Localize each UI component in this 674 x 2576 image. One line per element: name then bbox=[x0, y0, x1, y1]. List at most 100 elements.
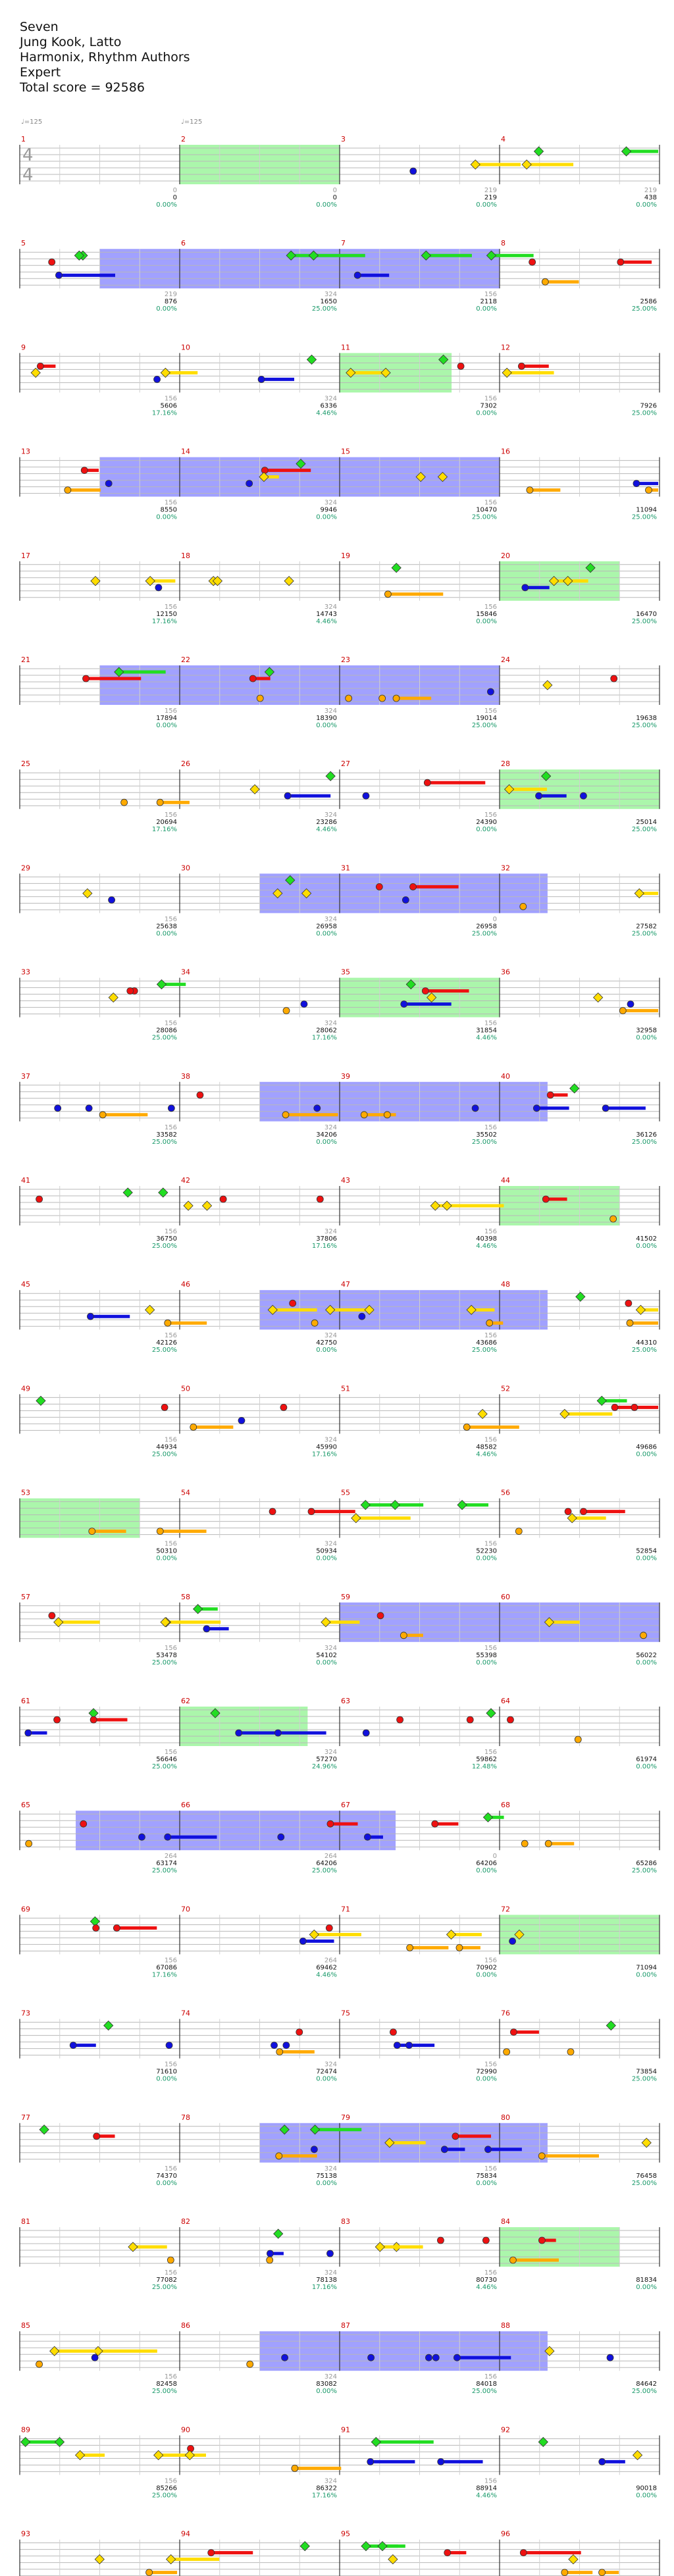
measure-subscore: 324 bbox=[324, 811, 337, 819]
measure-subscore: 156 bbox=[165, 2477, 177, 2485]
measure-number: 59 bbox=[341, 1593, 350, 1601]
note-head bbox=[325, 1924, 333, 1932]
measure-subscore: 156 bbox=[484, 1332, 497, 1339]
note-head bbox=[183, 1200, 194, 1211]
note-head bbox=[156, 979, 167, 990]
percentage-label: 17.16% bbox=[312, 2284, 337, 2291]
percentage-label: 4.46% bbox=[316, 409, 337, 417]
measure-subscore: 156 bbox=[484, 1749, 497, 1756]
measure-subscore: 156 bbox=[484, 1957, 497, 1964]
note-head bbox=[358, 1312, 366, 1320]
measure-number: 13 bbox=[21, 448, 30, 456]
note-head bbox=[402, 896, 409, 904]
percentage-label: 0.00% bbox=[636, 1763, 657, 1770]
measure-number: 29 bbox=[21, 863, 30, 872]
note-head bbox=[519, 2549, 527, 2557]
percentage-label: 0.00% bbox=[476, 2076, 497, 2083]
note-head bbox=[145, 576, 155, 586]
percentage-label: 25.00% bbox=[312, 305, 337, 313]
note-head bbox=[282, 1007, 290, 1014]
percentage-label: 25.00% bbox=[472, 1347, 497, 1354]
note-head bbox=[219, 1195, 227, 1203]
percentage-label: 25.00% bbox=[152, 1035, 177, 1042]
cumulative-score: 50310 bbox=[156, 1548, 177, 1555]
note-head bbox=[91, 2354, 99, 2361]
percentage-label: 0.00% bbox=[636, 201, 657, 209]
note-head bbox=[611, 1403, 619, 1411]
percentage-label: 17.16% bbox=[152, 1971, 177, 1978]
note-head bbox=[437, 471, 448, 482]
note-head bbox=[353, 271, 361, 279]
note-head bbox=[126, 987, 134, 994]
note-head bbox=[145, 2569, 153, 2576]
measure-subscore: 219 bbox=[484, 187, 497, 194]
cumulative-score: 2586 bbox=[640, 298, 657, 305]
note-head bbox=[640, 1632, 647, 1639]
note-head bbox=[246, 480, 253, 487]
note-head bbox=[538, 2236, 546, 2244]
measure-number: 70 bbox=[181, 1905, 190, 1913]
note-head bbox=[235, 1729, 243, 1737]
note-head bbox=[306, 354, 317, 365]
measure-subscore: 156 bbox=[484, 1645, 497, 1652]
note-head bbox=[160, 367, 171, 378]
note-head bbox=[519, 903, 527, 910]
note-head bbox=[535, 792, 542, 800]
chart-header: Seven Jung Kook, Latto Harmonix, Rhythm … bbox=[20, 20, 190, 95]
note-head bbox=[196, 1091, 204, 1099]
cumulative-score: 11094 bbox=[636, 507, 657, 514]
note-head bbox=[351, 1512, 361, 1524]
note-head bbox=[269, 1508, 276, 1516]
note-head bbox=[627, 1000, 635, 1008]
cumulative-score: 71610 bbox=[156, 2069, 177, 2076]
measure-number: 83 bbox=[341, 2217, 350, 2226]
measure-number: 56 bbox=[501, 1489, 510, 1497]
note-head bbox=[621, 146, 632, 157]
note-head bbox=[529, 258, 536, 266]
artist-name: Jung Kook, Latto bbox=[20, 35, 122, 49]
measure-subscore: 156 bbox=[484, 2477, 497, 2485]
note-head bbox=[113, 1924, 120, 1932]
percentage-label: 0.00% bbox=[476, 409, 497, 417]
percentage-label: 0.00% bbox=[636, 1555, 657, 1562]
note-head bbox=[108, 992, 118, 1003]
note-head bbox=[55, 271, 63, 279]
cumulative-score: 7302 bbox=[480, 402, 497, 409]
percentage-label: 0.00% bbox=[476, 1555, 497, 1562]
cumulative-score: 75834 bbox=[476, 2173, 497, 2180]
cumulative-score: 69462 bbox=[316, 1964, 337, 1971]
percentage-label: 0.00% bbox=[156, 201, 177, 209]
measure-subscore: 156 bbox=[484, 811, 497, 819]
note-head bbox=[53, 1617, 64, 1628]
note-head bbox=[452, 2132, 459, 2140]
note-head bbox=[88, 1708, 99, 1718]
percentage-label: 0.00% bbox=[476, 826, 497, 833]
percentage-label: 25.00% bbox=[152, 2284, 177, 2291]
measure-subscore: 324 bbox=[324, 2165, 337, 2173]
note-head bbox=[548, 576, 559, 586]
note-head bbox=[521, 1840, 529, 1847]
measure-number: 90 bbox=[181, 2425, 190, 2434]
measure-number: 89 bbox=[21, 2425, 30, 2434]
cumulative-score: 8550 bbox=[161, 507, 177, 514]
measure-number: 30 bbox=[181, 863, 190, 872]
note-head bbox=[281, 2354, 289, 2361]
measure-number: 8 bbox=[501, 239, 506, 247]
cumulative-score: 74370 bbox=[156, 2173, 177, 2180]
cumulative-score: 75138 bbox=[316, 2173, 337, 2180]
measure-number: 94 bbox=[181, 2530, 190, 2538]
note-head bbox=[380, 367, 391, 378]
measure-subscore: 156 bbox=[484, 2165, 497, 2173]
note-head bbox=[438, 354, 449, 365]
measure-subscore: 324 bbox=[324, 1749, 337, 1756]
note-head bbox=[455, 1944, 463, 1951]
note-head bbox=[466, 1716, 474, 1724]
measure-subscore: 156 bbox=[165, 708, 177, 715]
cumulative-score: 85266 bbox=[156, 2485, 177, 2492]
percentage-label: 25.00% bbox=[632, 826, 657, 833]
measure-number: 86 bbox=[181, 2321, 190, 2330]
measure-number: 96 bbox=[501, 2530, 510, 2538]
note-head bbox=[371, 2436, 381, 2448]
measure-number: 69 bbox=[21, 1905, 30, 1913]
cumulative-score: 48582 bbox=[476, 1443, 497, 1451]
